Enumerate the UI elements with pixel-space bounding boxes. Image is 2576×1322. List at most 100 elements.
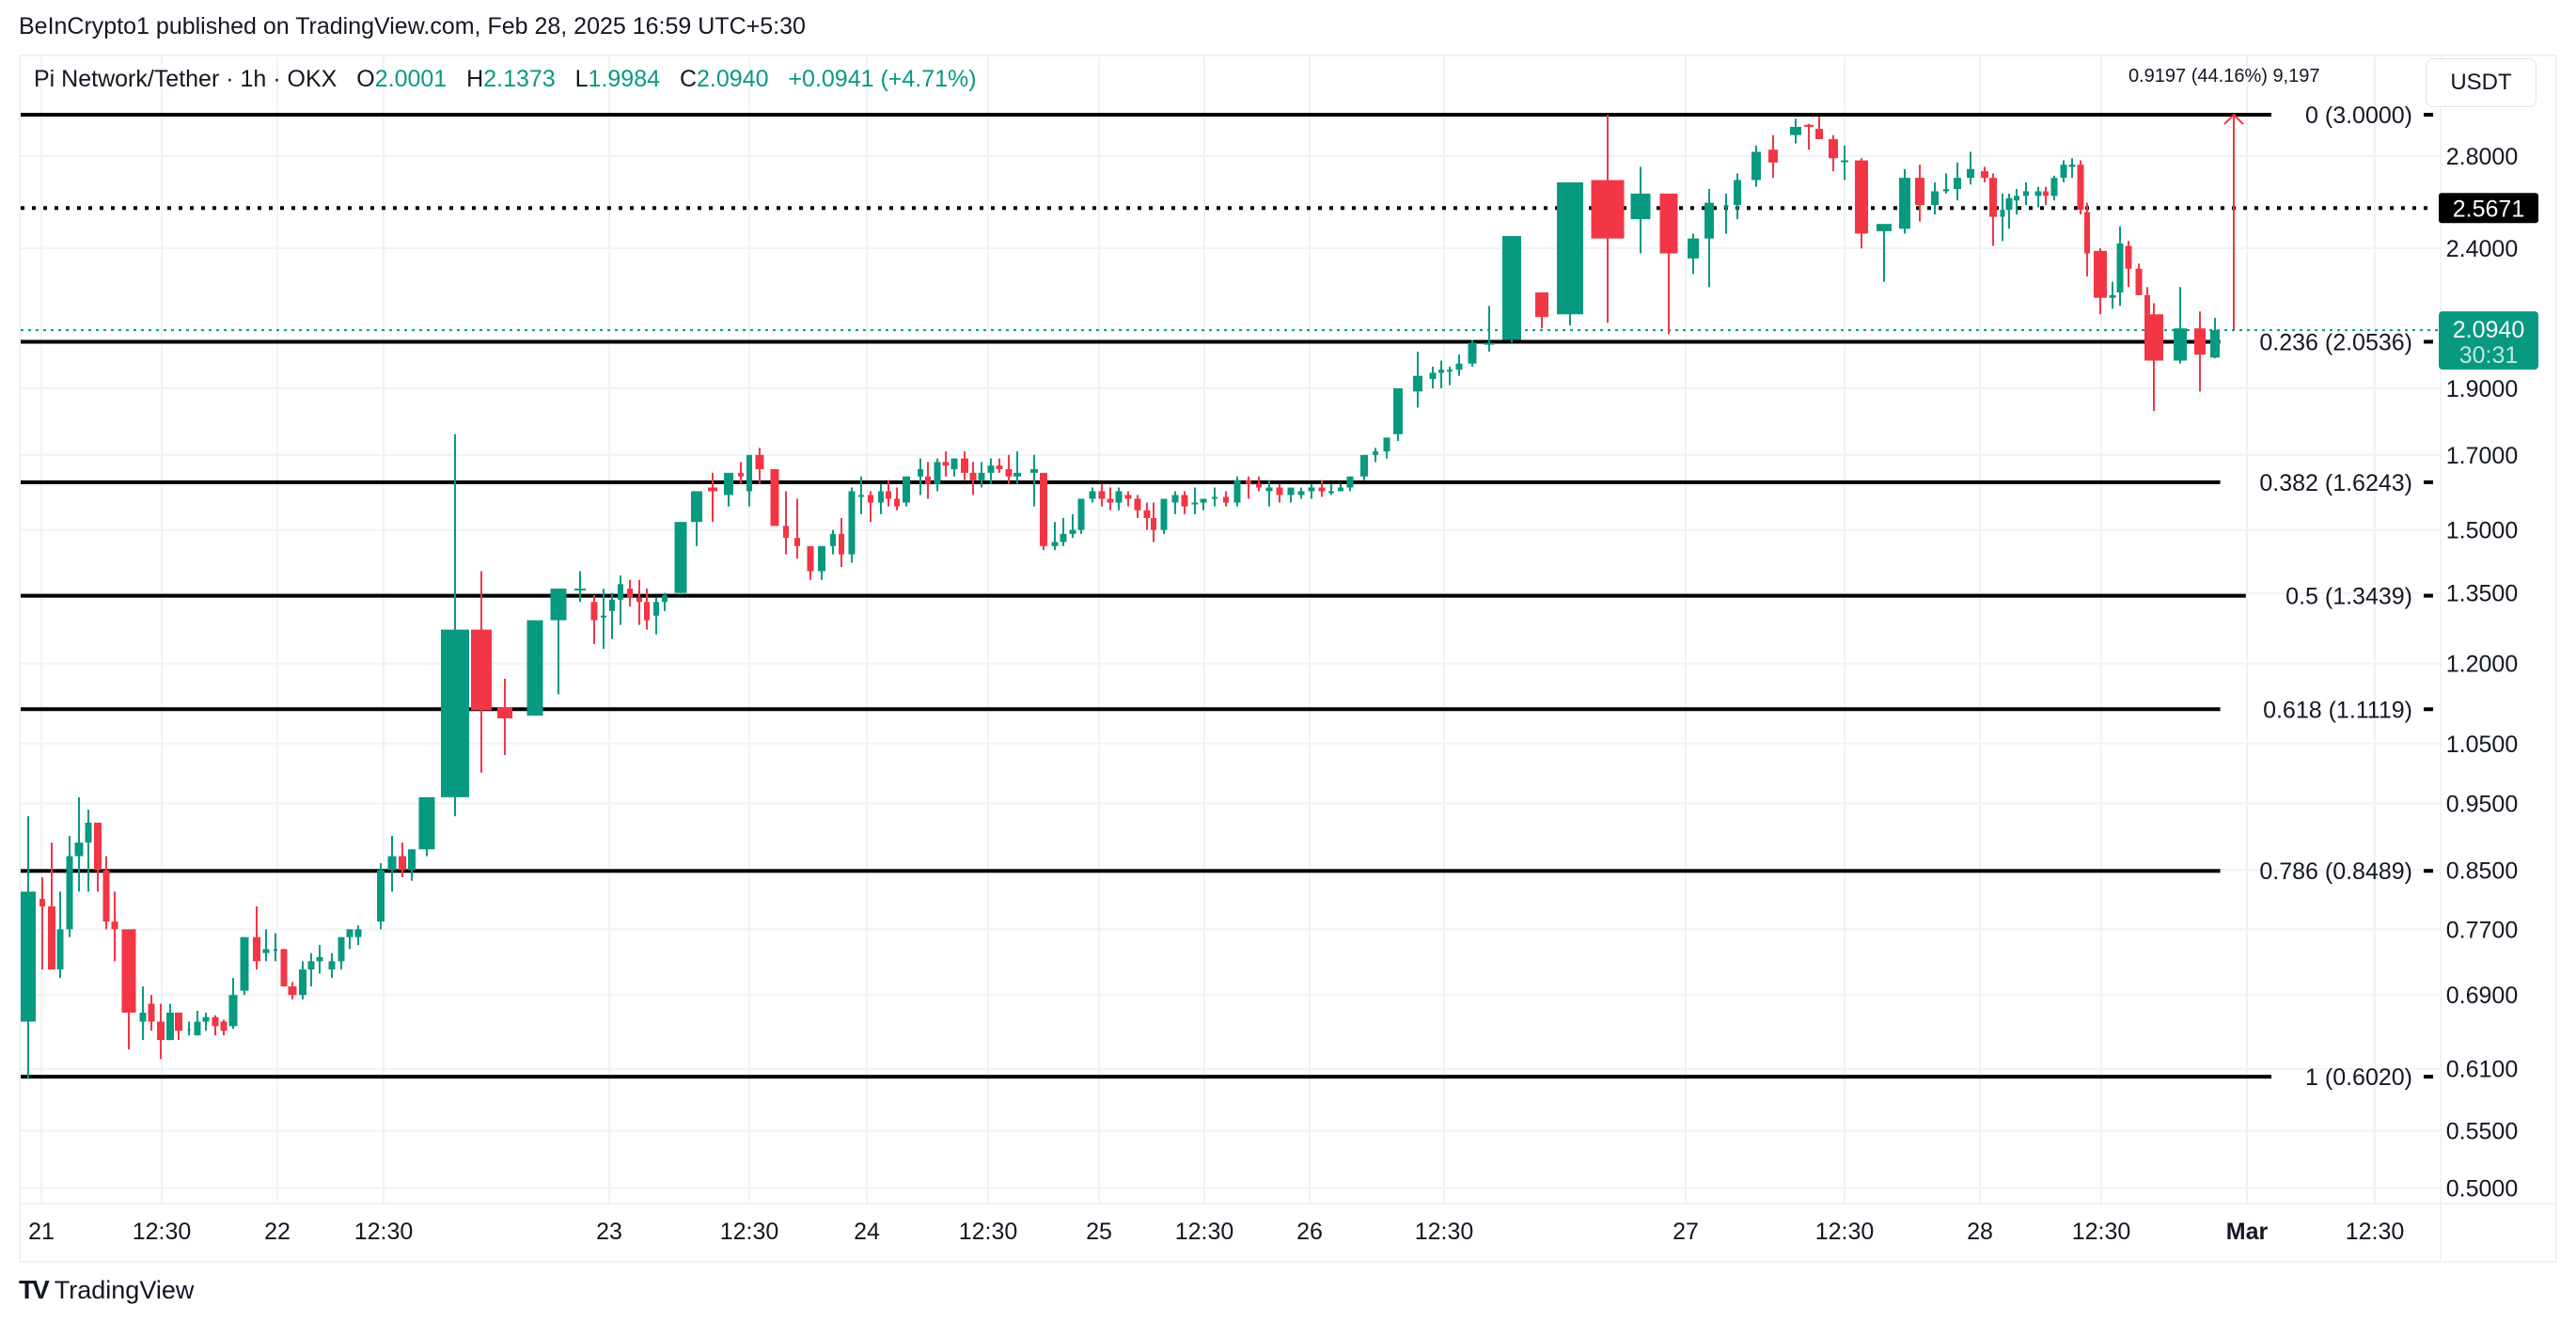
candle-up[interactable] <box>1943 173 1949 194</box>
candle-down[interactable] <box>212 1015 219 1036</box>
candle-up[interactable] <box>1688 233 1699 275</box>
candle-down[interactable] <box>1829 134 1838 172</box>
candle-up[interactable] <box>1734 173 1741 220</box>
candle-up[interactable] <box>746 454 752 507</box>
candle-down[interactable] <box>1256 476 1262 492</box>
candle-down[interactable] <box>220 1019 228 1036</box>
candle-up[interactable] <box>1089 487 1096 503</box>
candle-down[interactable] <box>996 458 1003 473</box>
candle-up[interactable] <box>1413 351 1422 408</box>
candle-up[interactable] <box>818 545 825 580</box>
candle-up[interactable] <box>387 835 397 892</box>
symbol-title[interactable]: Pi Network/Tether · 1h · OKX <box>34 66 338 92</box>
candle-up[interactable] <box>1393 387 1403 442</box>
candle-down[interactable] <box>1318 480 1326 497</box>
currency-button[interactable]: USDT <box>2426 58 2537 107</box>
candle-up[interactable] <box>1967 151 1974 185</box>
candle-up[interactable] <box>1723 193 1729 234</box>
candle-up[interactable] <box>2060 160 2067 182</box>
candle-down[interactable] <box>925 462 931 499</box>
candle-down[interactable] <box>2125 241 2132 288</box>
candle-down[interactable] <box>1098 483 1106 507</box>
candle-up[interactable] <box>674 522 687 593</box>
candle-up[interactable] <box>662 592 668 611</box>
candle-up[interactable] <box>228 978 238 1030</box>
candle-up[interactable] <box>1069 513 1076 539</box>
candle-down[interactable] <box>2084 202 2090 277</box>
candle-up[interactable] <box>1077 498 1085 534</box>
candle-down[interactable] <box>1181 491 1188 514</box>
candle-down[interactable] <box>969 462 977 496</box>
candle-down[interactable] <box>1815 117 1823 140</box>
candle-down[interactable] <box>794 498 800 559</box>
candle-up[interactable] <box>1468 339 1477 367</box>
candle-down[interactable] <box>738 462 744 484</box>
candle-up[interactable] <box>2050 175 2058 201</box>
candle-down[interactable] <box>121 929 136 1050</box>
candle-down[interactable] <box>1768 134 1778 179</box>
candle-up[interactable] <box>299 961 306 999</box>
candle-up[interactable] <box>858 476 864 514</box>
candle-down[interactable] <box>807 545 814 580</box>
candle-up[interactable] <box>1899 168 1910 234</box>
candle-up[interactable] <box>2023 181 2029 206</box>
candle-down[interactable] <box>1981 166 1988 182</box>
candle-up[interactable] <box>56 891 64 979</box>
candle-up[interactable] <box>1051 522 1059 551</box>
candle-up[interactable] <box>2174 287 2187 364</box>
candle-up[interactable] <box>1557 181 1583 326</box>
candle-down[interactable] <box>644 588 650 630</box>
candle-up[interactable] <box>1338 483 1343 492</box>
candle-up[interactable] <box>346 929 353 950</box>
candle-up[interactable] <box>550 588 567 695</box>
candle-up[interactable] <box>1841 145 1848 181</box>
candle-down[interactable] <box>399 842 406 877</box>
candle-up[interactable] <box>918 458 923 496</box>
candle-up[interactable] <box>2116 226 2124 307</box>
candle-up[interactable] <box>1429 366 1437 388</box>
candle-up[interactable] <box>354 925 362 946</box>
candle-down[interactable] <box>894 487 900 511</box>
candle-up[interactable] <box>139 986 147 1041</box>
candle-up[interactable] <box>194 1011 201 1036</box>
candle-down[interactable] <box>627 579 633 607</box>
candle-up[interactable] <box>691 491 702 546</box>
candle-up[interactable] <box>1160 498 1168 534</box>
candle-up[interactable] <box>1931 181 1939 215</box>
candle-up[interactable] <box>903 476 910 507</box>
candle-up[interactable] <box>1308 483 1315 499</box>
candle-down[interactable] <box>770 469 779 527</box>
candle-down[interactable] <box>590 595 598 644</box>
candle-up[interactable] <box>274 933 277 962</box>
candle-up[interactable] <box>724 472 733 507</box>
candle-down[interactable] <box>1989 173 1997 246</box>
candle-up[interactable] <box>1171 491 1179 514</box>
candle-up[interactable] <box>1191 487 1199 514</box>
candle-up[interactable] <box>408 849 416 881</box>
candle-up[interactable] <box>830 529 836 555</box>
candle-up[interactable] <box>2210 318 2220 358</box>
candle-up[interactable] <box>328 952 336 979</box>
candle-up[interactable] <box>262 929 270 962</box>
candle-down[interactable] <box>1151 502 1156 543</box>
candle-down[interactable] <box>1124 491 1132 507</box>
candle-up[interactable] <box>1502 236 1521 343</box>
candle-down[interactable] <box>175 1012 182 1041</box>
candle-down[interactable] <box>1591 115 1625 323</box>
candle-up[interactable] <box>987 458 995 484</box>
candle-down[interactable] <box>1223 491 1229 507</box>
candle-up[interactable] <box>1328 483 1334 496</box>
candle-up[interactable] <box>1030 454 1038 507</box>
candle-up[interactable] <box>187 1021 191 1036</box>
candle-down[interactable] <box>1855 158 1868 249</box>
candle-up[interactable] <box>418 796 435 857</box>
candle-down[interactable] <box>48 842 55 970</box>
candle-down[interactable] <box>839 517 844 567</box>
candle-up[interactable] <box>1115 487 1123 511</box>
candle-up[interactable] <box>1704 189 1714 288</box>
candle-down[interactable] <box>2135 263 2143 295</box>
candle-down[interactable] <box>148 995 155 1031</box>
candle-up[interactable] <box>1297 487 1305 499</box>
candle-down[interactable] <box>497 678 512 756</box>
